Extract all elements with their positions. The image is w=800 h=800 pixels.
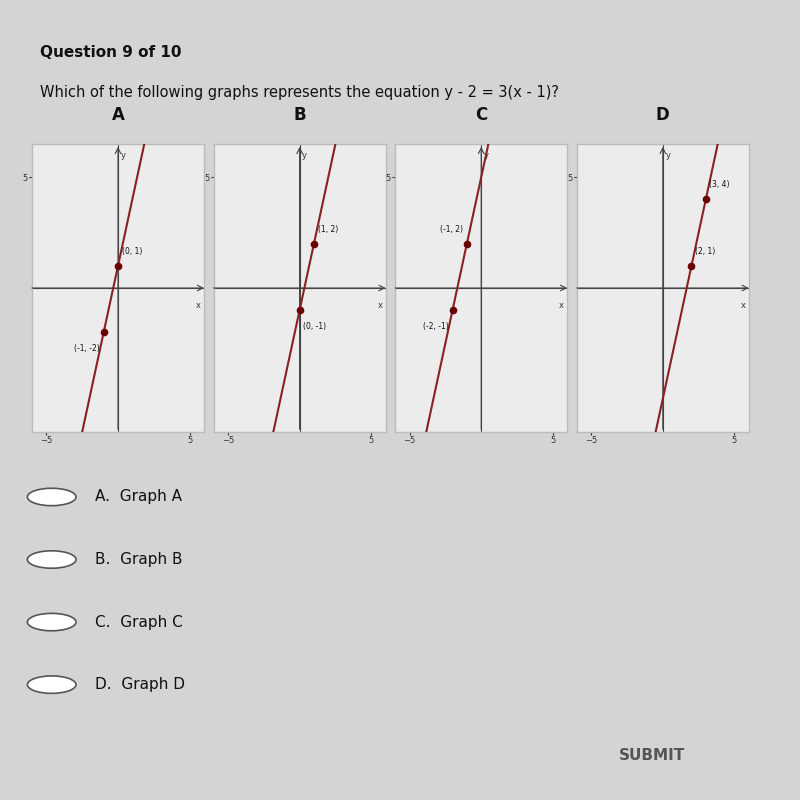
Circle shape bbox=[27, 551, 76, 568]
Text: (1, 2): (1, 2) bbox=[318, 225, 338, 234]
Text: y: y bbox=[484, 150, 489, 159]
Text: x: x bbox=[378, 302, 382, 310]
Text: y: y bbox=[666, 150, 670, 159]
Text: y: y bbox=[302, 150, 307, 159]
Text: SUBMIT: SUBMIT bbox=[619, 748, 685, 762]
Text: (-1, -2): (-1, -2) bbox=[74, 345, 100, 354]
Text: Question 9 of 10: Question 9 of 10 bbox=[40, 45, 182, 60]
Text: x: x bbox=[196, 302, 201, 310]
Text: (0, -1): (0, -1) bbox=[303, 322, 326, 331]
Text: x: x bbox=[559, 302, 564, 310]
Circle shape bbox=[27, 488, 76, 506]
Circle shape bbox=[27, 676, 76, 694]
Text: A: A bbox=[111, 106, 125, 124]
Text: (2, 1): (2, 1) bbox=[695, 247, 715, 256]
Text: D: D bbox=[656, 106, 670, 124]
Text: (-1, 2): (-1, 2) bbox=[440, 225, 463, 234]
Text: B: B bbox=[294, 106, 306, 124]
Text: (3, 4): (3, 4) bbox=[710, 181, 730, 190]
Text: B.  Graph B: B. Graph B bbox=[95, 552, 182, 567]
Text: D.  Graph D: D. Graph D bbox=[95, 677, 185, 692]
Text: C.  Graph C: C. Graph C bbox=[95, 614, 182, 630]
Text: (-2, -1): (-2, -1) bbox=[423, 322, 449, 331]
Circle shape bbox=[27, 614, 76, 630]
Text: x: x bbox=[741, 302, 746, 310]
Text: y: y bbox=[121, 150, 126, 159]
Text: A.  Graph A: A. Graph A bbox=[95, 490, 182, 505]
Text: (0, 1): (0, 1) bbox=[122, 247, 142, 256]
Text: C: C bbox=[475, 106, 487, 124]
Text: Which of the following graphs represents the equation y - 2 = 3(x - 1)?: Which of the following graphs represents… bbox=[40, 85, 559, 100]
